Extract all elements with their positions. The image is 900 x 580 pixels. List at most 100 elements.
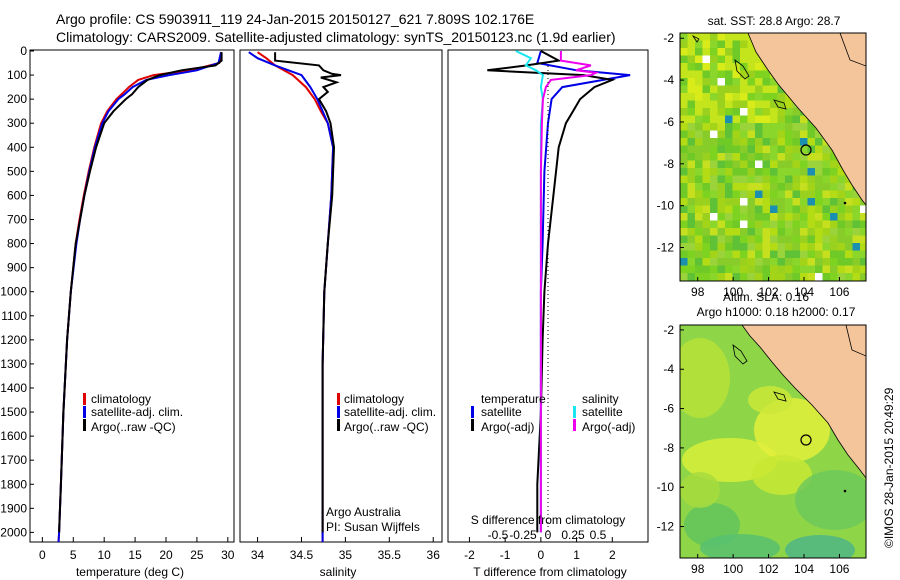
sst-cell (837, 243, 846, 251)
sst-cell (762, 115, 771, 124)
sst-cell (785, 273, 793, 281)
sst-cell (717, 123, 726, 131)
sst-cell (762, 250, 771, 259)
sst-cell (732, 160, 741, 169)
island-dot (843, 201, 847, 205)
sst-cell (710, 63, 718, 71)
sst-cell (860, 213, 866, 221)
sst-cell (695, 153, 703, 161)
sst-cell (815, 168, 823, 176)
sst-cell (807, 183, 816, 191)
sst-cell (785, 130, 793, 139)
sst-cell (717, 198, 726, 206)
sst-cell (747, 250, 756, 259)
sst-cell (800, 153, 808, 161)
sst-cell (770, 93, 778, 101)
sst-cell (740, 33, 748, 41)
sst-cell (845, 190, 853, 199)
sst-cell (710, 85, 718, 94)
sst-cell (725, 145, 733, 154)
sst-cell (807, 198, 816, 206)
sst-cell (762, 258, 771, 266)
sst-cell (725, 243, 733, 251)
sst-cell (755, 108, 763, 116)
temperature-xlabel: temperature (deg C) (76, 565, 184, 579)
sst-cell (762, 228, 771, 236)
sst-cell (770, 123, 778, 131)
sst-cell (747, 243, 756, 251)
sst-cell (792, 205, 801, 214)
sst-map (680, 33, 866, 281)
sst-cell (695, 145, 703, 154)
sst-cell (830, 198, 838, 206)
sst-cell (702, 115, 711, 124)
sst-cell (837, 183, 846, 191)
sst-cell (702, 48, 711, 56)
sst-cell (695, 40, 703, 49)
sst-cell (740, 220, 748, 229)
sst-cell (755, 70, 763, 79)
sst-cell (747, 145, 756, 154)
sst-cell (710, 265, 718, 274)
sst-cell (807, 190, 816, 199)
sst-cell (837, 265, 846, 274)
sst-map-title: sat. SST: 28.8 Argo: 28.7 (708, 14, 841, 28)
sst-cell (860, 265, 866, 274)
sst-cell (725, 93, 733, 101)
sst-cell (717, 40, 726, 49)
depth-tick-label: 800 (7, 237, 27, 251)
sst-cell (680, 85, 688, 94)
sst-cell (762, 198, 771, 206)
sst-cell (687, 205, 696, 214)
depth-tick-label: 1600 (0, 429, 27, 443)
sst-cell (800, 115, 808, 124)
sst-cell (777, 153, 786, 161)
sst-cell (725, 273, 733, 281)
sst-cell (777, 265, 786, 274)
sst-cell (762, 265, 771, 274)
sst-cell (807, 175, 816, 184)
sst-cell (732, 250, 741, 259)
sst-cell (747, 123, 756, 131)
sst-cell (762, 138, 771, 146)
sst-cell (747, 100, 756, 109)
sst-cell (860, 243, 866, 251)
sst-cell (717, 273, 726, 281)
sst-cell (695, 33, 703, 41)
sst-cell (822, 190, 831, 199)
sst-cell (860, 228, 866, 236)
sst-cell (710, 123, 718, 131)
sst-cell (762, 108, 771, 116)
sst-cell (687, 115, 696, 124)
sst-cell (717, 250, 726, 259)
sst-cell (702, 145, 711, 154)
sst-cell (762, 168, 771, 176)
sst-cell (755, 220, 763, 229)
sst-cell (725, 190, 733, 199)
sst-cell (800, 243, 808, 251)
depth-tick-label: 1500 (0, 405, 27, 419)
x-tick-label: 5 (70, 548, 77, 562)
sst-cell (770, 228, 778, 236)
sst-cell (725, 48, 733, 56)
depth-tick-label: 1800 (0, 477, 27, 491)
sst-cell (725, 175, 733, 184)
sst-cell (777, 183, 786, 191)
sst-cell (717, 78, 726, 86)
sst-cell (852, 243, 861, 251)
legend-swatch-satellite (83, 406, 86, 418)
sst-cell (777, 108, 786, 116)
sst-cell (762, 153, 771, 161)
sst-cell (687, 123, 696, 131)
sst-cell (717, 228, 726, 236)
sst-cell (695, 265, 703, 274)
sla-map-title-2: Argo h1000: 0.18 h2000: 0.17 (697, 305, 856, 319)
sst-cell (807, 273, 816, 281)
sst-cell (747, 168, 756, 176)
depth-tick-label: 1000 (0, 285, 27, 299)
sst-cell (687, 265, 696, 274)
sst-cell (747, 138, 756, 146)
sst-cell (717, 205, 726, 214)
island-dot (843, 489, 847, 493)
series-line-0 (57, 51, 223, 542)
